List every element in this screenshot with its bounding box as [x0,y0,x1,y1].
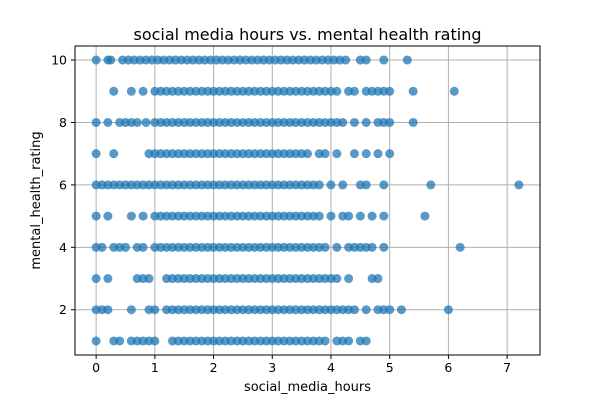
scatter-point [396,305,406,315]
scatter-point [103,211,113,221]
scatter-point [150,336,160,346]
scatter-point [103,305,113,315]
scatter-point [367,211,377,221]
x-tick-label: 3 [268,360,276,375]
x-tick-label: 5 [386,360,394,375]
scatter-point [379,180,389,190]
scatter-point [385,305,395,315]
scatter-point [109,86,119,96]
scatter-point [320,149,330,159]
scatter-point [344,274,354,284]
scatter-point [379,242,389,252]
scatter-point [420,211,430,221]
y-axis-label: mental_health_rating [29,131,44,269]
scatter-point [91,149,101,159]
scatter-point [361,149,371,159]
scatter-point [338,117,348,127]
scatter-point [349,117,359,127]
x-tick-label: 2 [210,360,218,375]
scatter-point [355,211,365,221]
scatter-point [303,149,312,159]
scatter-points [91,55,524,346]
x-tick-label: 4 [327,360,335,375]
scatter-point [138,242,148,252]
scatter-point [138,211,148,221]
scatter-point [126,86,136,96]
scatter-point [408,117,418,127]
scatter-point [367,242,377,252]
scatter-point [144,274,154,284]
scatter-point [115,336,125,346]
scatter-point [326,180,336,190]
scatter-point [514,180,524,190]
y-tick-label: 6 [59,177,67,192]
x-tick-label: 0 [92,360,100,375]
scatter-point [132,117,142,127]
scatter-point [91,211,101,221]
scatter-point [344,211,354,221]
chart-title: social media hours vs. mental health rat… [134,25,482,44]
scatter-point [97,242,107,252]
scatter-point [126,305,136,315]
scatter-point [314,180,324,190]
y-tick-label: 2 [59,302,67,317]
plot-frame [74,45,541,356]
scatter-point [455,242,465,252]
scatter-point [91,117,101,127]
scatter-point [103,274,113,284]
scatter-point [379,211,389,221]
scatter-point [408,86,418,96]
scatter-point [109,149,119,159]
scatter-point [332,86,342,96]
scatter-point [314,211,324,221]
scatter-point [449,86,459,96]
scatter-point [373,274,383,284]
scatter-point [150,305,160,315]
scatter-point [91,274,101,284]
scatter-point [106,55,116,65]
scatter-point [402,55,412,65]
scatter-point [361,336,371,346]
scatter-point [338,180,348,190]
scatter-point [361,305,371,315]
scatter-point [443,305,453,315]
scatter-point [332,149,342,159]
scatter-point [332,242,342,252]
scatter-point [332,274,342,284]
scatter-point [349,149,359,159]
scatter-point [141,117,151,127]
scatter-point [91,55,101,65]
scatter-point [361,180,371,190]
scatter-point [320,336,330,346]
y-tick-label: 8 [59,115,67,130]
x-tick-label: 6 [444,360,452,375]
scatter-point [341,55,351,65]
axis-ticks: 0 1 2 3 4 5 6 7 2 4 6 8 10 [51,53,511,375]
scatter-point [426,180,436,190]
scatter-point [326,211,336,221]
scatter-point [138,86,148,96]
scatter-point [361,117,371,127]
scatter-point [120,242,130,252]
scatter-point [379,55,389,65]
x-tick-label: 7 [503,360,511,375]
scatter-point [373,149,383,159]
x-tick-label: 1 [151,360,159,375]
scatter-point [385,149,395,159]
scatter-point [361,55,371,65]
scatter-point [385,86,395,96]
scatter-point [126,211,136,221]
scatter-point [91,336,101,346]
y-tick-label: 4 [59,240,67,255]
scatter-point [349,86,359,96]
scatter-point [344,336,354,346]
scatter-point [103,117,113,127]
scatter-point [349,305,359,315]
scatter-point [385,117,395,127]
x-axis-label: social_media_hours [244,380,371,395]
scatter-point [320,242,330,252]
y-tick-label: 10 [51,53,67,68]
